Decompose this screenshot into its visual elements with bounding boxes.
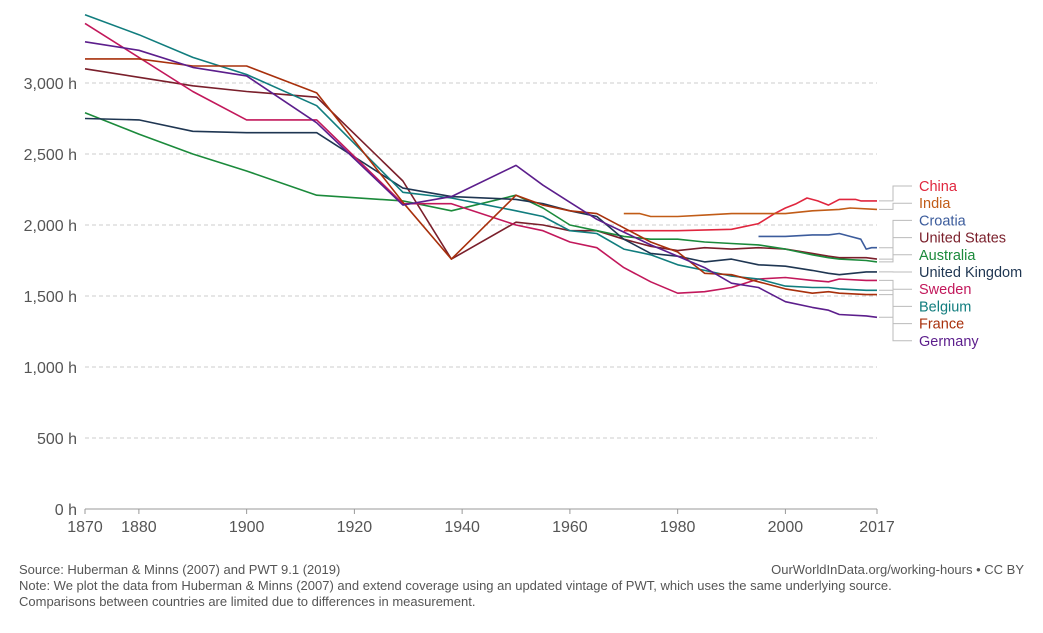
legend-connector-china xyxy=(879,186,912,201)
legend-connector-croatia xyxy=(879,220,912,247)
note-text-line-2: Comparisons between countries are limite… xyxy=(19,594,1024,610)
note-text-line-1: Note: We plot the data from Huberman & M… xyxy=(19,578,1024,594)
credit-link[interactable]: OurWorldInData.org/working-hours • CC BY xyxy=(771,562,1024,578)
x-tick-label-1880: 1880 xyxy=(121,519,157,536)
x-tick-label-1960: 1960 xyxy=(552,519,588,536)
series-line-australia xyxy=(85,113,877,262)
x-tick-label-1870: 1870 xyxy=(67,519,103,536)
legend-label-china: China xyxy=(919,179,958,195)
series-line-united-kingdom xyxy=(85,119,877,275)
legend-label-australia: Australia xyxy=(919,248,976,264)
legend-label-sweden: Sweden xyxy=(919,282,971,298)
series-line-india xyxy=(624,208,877,217)
series-line-france xyxy=(85,59,877,295)
source-text: Source: Huberman & Minns (2007) and PWT … xyxy=(19,562,340,578)
x-tick-label-1920: 1920 xyxy=(337,519,373,536)
legend-connector-australia xyxy=(879,255,912,262)
legend-label-united-states: United States xyxy=(919,231,1006,247)
legend-label-germany: Germany xyxy=(919,334,979,350)
chart-footer: Source: Huberman & Minns (2007) and PWT … xyxy=(19,562,1024,610)
y-tick-label-1500: 1,500 h xyxy=(24,289,77,306)
y-tick-label-1000: 1,000 h xyxy=(24,360,77,377)
y-tick-label-500: 500 h xyxy=(37,431,77,448)
x-tick-label-2017: 2017 xyxy=(859,519,895,536)
y-tick-label-2000: 2,000 h xyxy=(24,218,77,235)
series-line-croatia xyxy=(759,234,878,250)
x-tick-label-1980: 1980 xyxy=(660,519,696,536)
legend-connector-france xyxy=(879,295,912,324)
legend-label-united-kingdom: United Kingdom xyxy=(919,265,1022,281)
y-tick-label-0: 0 h xyxy=(55,502,77,519)
series-line-belgium xyxy=(85,15,877,291)
legend-connector-united-states xyxy=(879,238,912,260)
x-tick-label-1940: 1940 xyxy=(444,519,480,536)
legend-connector-belgium xyxy=(879,290,912,306)
y-tick-label-2500: 2,500 h xyxy=(24,147,77,164)
y-tick-label-3000: 3,000 h xyxy=(24,76,77,93)
legend-label-france: France xyxy=(919,317,964,333)
legend-label-belgium: Belgium xyxy=(919,299,971,315)
legend-connector-germany xyxy=(879,317,912,341)
legend-connector-sweden xyxy=(879,280,912,289)
legend-connector-india xyxy=(879,203,912,209)
legend-label-india: India xyxy=(919,196,951,212)
x-tick-label-2000: 2000 xyxy=(768,519,804,536)
x-tick-label-1900: 1900 xyxy=(229,519,265,536)
legend-label-croatia: Croatia xyxy=(919,213,967,229)
